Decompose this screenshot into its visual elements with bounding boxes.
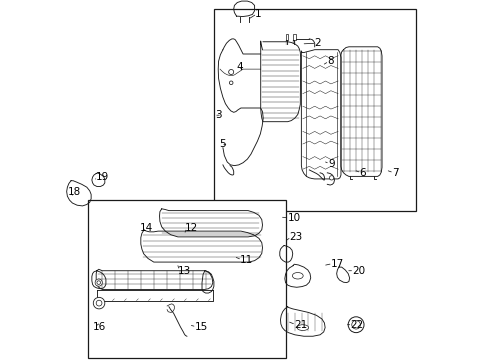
Text: 3: 3 [215, 110, 221, 120]
Text: 5: 5 [219, 139, 225, 149]
Text: 4: 4 [236, 62, 243, 72]
Text: 12: 12 [185, 222, 198, 233]
Bar [88, 200, 285, 358]
Text: 18: 18 [68, 186, 81, 197]
Text: 15: 15 [194, 322, 208, 332]
Text: 7: 7 [391, 168, 398, 178]
Circle shape [347, 317, 363, 333]
Text: 19: 19 [96, 172, 109, 182]
Circle shape [351, 320, 360, 329]
Circle shape [329, 176, 333, 180]
Text: 14: 14 [140, 222, 153, 233]
Circle shape [97, 281, 101, 284]
Text: 22: 22 [350, 320, 363, 330]
Text: 20: 20 [352, 266, 365, 276]
Text: 17: 17 [330, 258, 344, 269]
Text: 21: 21 [294, 320, 307, 330]
Text: 13: 13 [178, 266, 191, 276]
Circle shape [228, 69, 233, 75]
Circle shape [95, 279, 102, 286]
Text: 10: 10 [287, 213, 300, 223]
Ellipse shape [296, 325, 308, 330]
Text: 8: 8 [326, 56, 333, 66]
Circle shape [229, 81, 232, 85]
Text: 1: 1 [255, 9, 262, 19]
Text: 23: 23 [289, 232, 302, 242]
Text: 16: 16 [92, 322, 105, 332]
Text: 11: 11 [240, 255, 253, 265]
Circle shape [96, 300, 102, 306]
Bar [213, 9, 415, 211]
Ellipse shape [292, 273, 303, 279]
Circle shape [93, 297, 104, 309]
Text: 9: 9 [327, 159, 334, 169]
Text: 2: 2 [314, 38, 321, 48]
Text: 6: 6 [359, 168, 366, 178]
